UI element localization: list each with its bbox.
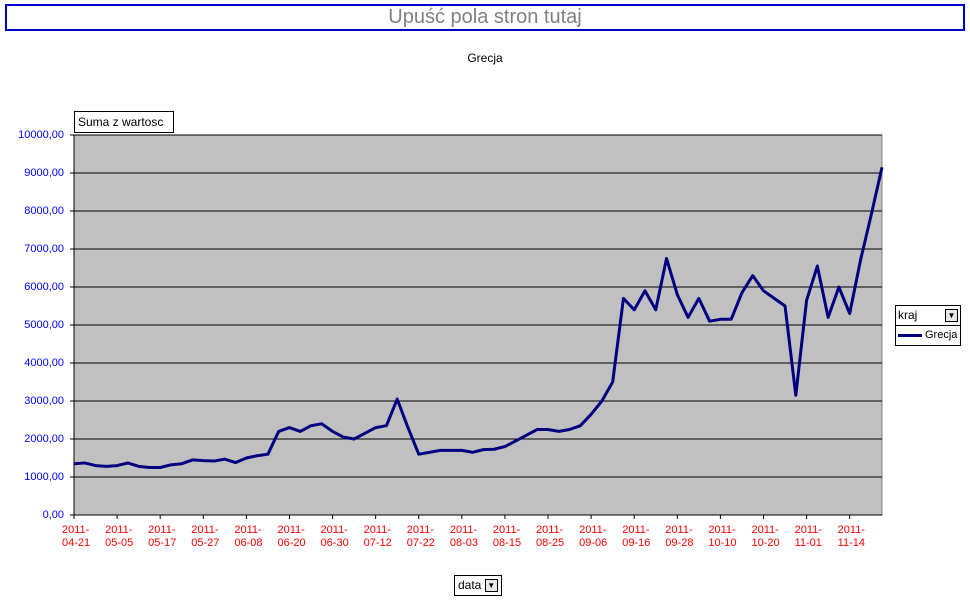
y-tick-label: 10000,00 <box>18 129 64 141</box>
x-tick-label: 2011-08-03 <box>449 524 478 549</box>
x-tick-label: 2011-05-17 <box>148 524 177 549</box>
x-tick-label: 2011-07-22 <box>406 524 435 549</box>
legend-field-label: kraj <box>898 308 918 322</box>
dropdown-arrow[interactable]: ▼ <box>945 309 958 322</box>
x-tick-label: 2011-09-06 <box>579 524 608 549</box>
legend-field-button[interactable]: kraj ▼ <box>896 306 960 326</box>
category-field-label: data <box>458 578 482 592</box>
x-tick-label: 2011-09-16 <box>622 524 651 549</box>
x-tick-label: 2011-08-25 <box>536 524 565 549</box>
x-tick-label: 2011-04-21 <box>62 524 91 549</box>
y-tick-label: 2000,00 <box>24 433 64 445</box>
y-tick-label: 0,00 <box>43 509 64 521</box>
page-field-drop-zone[interactable]: Upuść pola stron tutaj <box>5 4 965 31</box>
x-tick-label: 2011-10-20 <box>751 524 780 549</box>
dropdown-arrow[interactable]: ▼ <box>484 579 498 593</box>
y-tick-label: 7000,00 <box>24 243 64 255</box>
x-tick-label: 2011-06-08 <box>234 524 263 549</box>
y-tick-label: 1000,00 <box>24 471 64 483</box>
legend-entry: Grecja <box>896 326 960 345</box>
y-tick-label: 5000,00 <box>24 319 64 331</box>
legend-label: Grecja <box>925 329 958 341</box>
x-tick-label: 2011-11-14 <box>837 524 865 549</box>
x-tick-label: 2011-05-05 <box>105 524 134 549</box>
y-tick-label: 4000,00 <box>24 357 64 369</box>
x-tick-label: 2011-06-30 <box>320 524 349 549</box>
y-tick-label: 9000,00 <box>24 167 64 179</box>
legend-swatch <box>898 333 922 337</box>
chart-title: Grecja <box>467 51 503 65</box>
x-tick-label: 2011-05-27 <box>191 524 220 549</box>
legend: kraj ▼ Grecja <box>895 305 961 346</box>
x-tick-label: 2011-07-12 <box>363 524 392 549</box>
category-field-button[interactable]: data ▼ <box>454 575 502 596</box>
data-field-button[interactable]: Suma z wartosc <box>74 111 174 133</box>
y-tick-label: 8000,00 <box>24 205 64 217</box>
y-tick-label: 6000,00 <box>24 281 64 293</box>
x-tick-label: 2011-08-15 <box>492 524 522 549</box>
y-tick-label: 3000,00 <box>24 395 64 407</box>
x-tick-label: 2011-11-01 <box>794 524 822 549</box>
series-line <box>73 166 884 469</box>
x-tick-label: 2011-10-10 <box>708 524 737 549</box>
x-tick-label: 2011-09-28 <box>665 524 694 549</box>
x-tick-label: 2011-06-20 <box>277 524 306 549</box>
